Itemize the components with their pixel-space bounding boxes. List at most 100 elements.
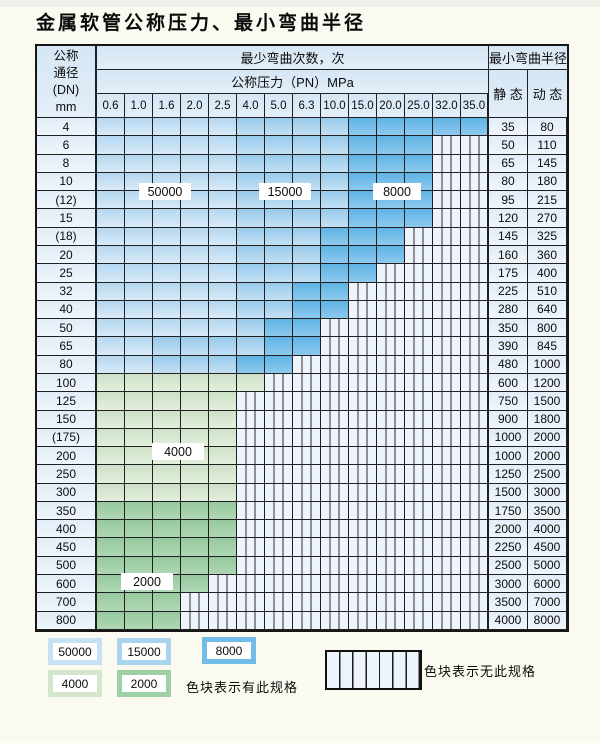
cell-cycles-2000 <box>125 501 153 521</box>
dynamic-value: 800 <box>528 319 567 338</box>
cell-cycles-4000 <box>97 392 125 411</box>
dynamic-value: 1500 <box>528 392 567 411</box>
cell-cycles-4000 <box>97 447 125 466</box>
cell-no-spec <box>461 575 489 594</box>
cell-no-spec <box>433 575 461 594</box>
cell-cycles-8000 <box>265 337 293 356</box>
cell-cycles-2000 <box>153 611 181 630</box>
cell-cycles-4000 <box>125 483 153 502</box>
dn-cell: 65 <box>37 337 97 356</box>
static-value: 480 <box>489 355 528 374</box>
cell-no-spec <box>349 282 377 301</box>
cell-no-spec <box>321 373 349 393</box>
cell-no-spec <box>405 264 433 283</box>
cell-cycles-8000 <box>349 172 377 192</box>
cell-cycles-8000 <box>265 319 293 338</box>
cell-no-spec <box>405 593 433 612</box>
dynamic-value: 325 <box>528 227 567 246</box>
cell-no-spec <box>405 483 433 502</box>
cell-no-spec <box>293 373 321 393</box>
cell-no-spec <box>461 392 489 411</box>
cell-cycles-8000 <box>321 282 349 301</box>
cell-cycles-50000 <box>153 154 181 173</box>
cell-no-spec <box>405 410 433 429</box>
dn-cell: 25 <box>37 264 97 283</box>
cell-no-spec <box>293 556 321 576</box>
cell-cycles-15000 <box>153 355 181 374</box>
legend-swatch-15000: 15000 <box>117 638 171 665</box>
cell-cycles-4000 <box>97 373 125 393</box>
dn-cell: (175) <box>37 428 97 448</box>
legend-no-spec-swatch <box>325 650 422 690</box>
cell-no-spec <box>461 611 489 630</box>
static-value: 390 <box>489 337 528 356</box>
cell-cycles-4000 <box>181 483 209 502</box>
cell-cycles-4000 <box>125 428 153 448</box>
cell-no-spec <box>293 593 321 612</box>
cell-cycles-8000 <box>405 136 433 155</box>
cell-no-spec <box>433 611 461 630</box>
cell-no-spec <box>349 392 377 411</box>
pressure-tick: 0.6 <box>97 94 125 118</box>
cell-cycles-15000 <box>181 355 209 374</box>
cell-no-spec <box>433 593 461 612</box>
cell-cycles-50000 <box>209 154 237 173</box>
cell-no-spec <box>237 392 265 411</box>
cell-cycles-15000 <box>181 337 209 356</box>
spec-table: 公称 通径 (DN) mm 最少弯曲次数，次 最小弯曲半径 公称压力（PN）MP… <box>35 44 569 632</box>
cell-no-spec <box>405 337 433 356</box>
cell-no-spec <box>461 319 489 338</box>
cell-no-spec <box>265 410 293 429</box>
legend-swatch-50000: 50000 <box>48 638 102 665</box>
cell-cycles-2000 <box>209 501 237 521</box>
cell-cycles-15000 <box>265 136 293 155</box>
cell-no-spec <box>293 447 321 466</box>
cell-no-spec <box>265 465 293 484</box>
cell-cycles-4000 <box>153 373 181 393</box>
cell-no-spec <box>265 373 293 393</box>
cell-no-spec <box>377 447 405 466</box>
static-value: 225 <box>489 282 528 301</box>
cell-no-spec <box>349 501 377 521</box>
cell-cycles-50000 <box>209 264 237 283</box>
dn-cell: 40 <box>37 300 97 320</box>
cell-no-spec <box>405 575 433 594</box>
cell-cycles-15000 <box>321 118 349 137</box>
cell-no-spec <box>209 575 237 594</box>
cell-no-spec <box>433 556 461 576</box>
cell-cycles-15000 <box>237 191 265 210</box>
cell-cycles-4000 <box>125 373 153 393</box>
cell-no-spec <box>265 611 293 630</box>
cell-cycles-50000 <box>97 337 125 356</box>
cell-cycles-8000 <box>405 154 433 173</box>
cell-cycles-4000 <box>125 392 153 411</box>
cell-cycles-50000 <box>181 209 209 228</box>
cell-no-spec <box>405 611 433 630</box>
cell-cycles-50000 <box>125 136 153 155</box>
cell-cycles-15000 <box>293 154 321 173</box>
cell-no-spec <box>461 227 489 246</box>
cell-no-spec <box>209 611 237 630</box>
cell-no-spec <box>237 483 265 502</box>
cell-no-spec <box>377 483 405 502</box>
legend-value: 4000 <box>53 675 97 692</box>
cell-no-spec <box>461 355 489 374</box>
cell-cycles-4000 <box>209 483 237 502</box>
cell-cycles-2000 <box>153 538 181 557</box>
dynamic-value: 110 <box>528 136 567 155</box>
cell-no-spec <box>433 154 461 173</box>
cell-cycles-50000 <box>97 319 125 338</box>
dynamic-value: 2000 <box>528 447 567 466</box>
dynamic-value: 1200 <box>528 373 567 393</box>
cell-no-spec <box>461 300 489 320</box>
cell-cycles-50000 <box>125 300 153 320</box>
dn-cell: 150 <box>37 410 97 429</box>
cell-cycles-4000 <box>125 447 153 466</box>
cell-cycles-15000 <box>237 136 265 155</box>
dynamic-value: 2000 <box>528 428 567 448</box>
cell-no-spec <box>377 501 405 521</box>
dn-header-line: 通径 <box>53 65 79 80</box>
cell-no-spec <box>349 611 377 630</box>
cell-cycles-50000 <box>153 118 181 137</box>
cell-no-spec <box>433 465 461 484</box>
